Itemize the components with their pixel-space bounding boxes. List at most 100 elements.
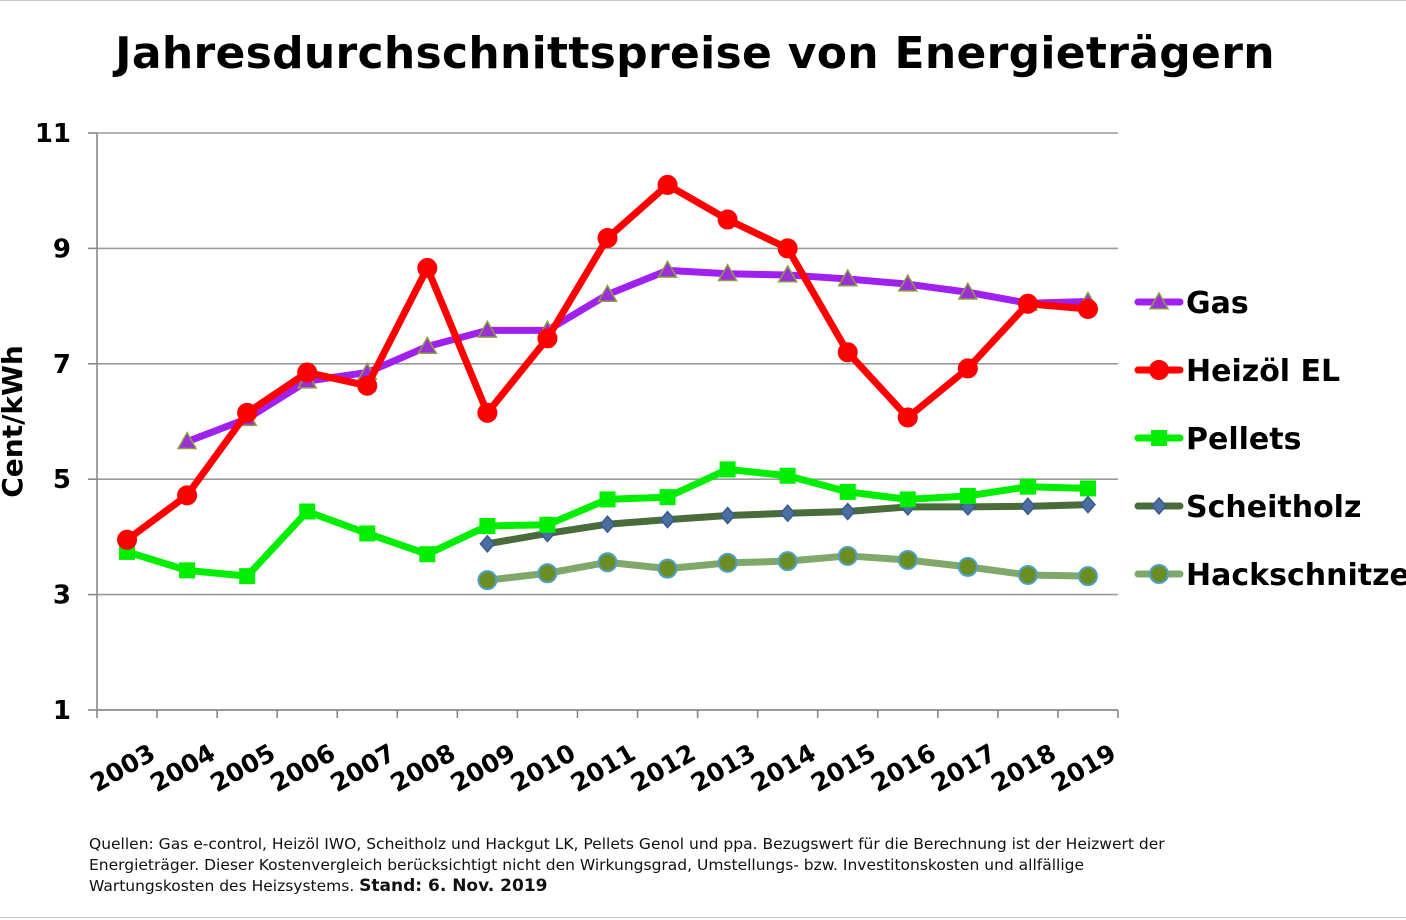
- x-tick-label-2015: 2015: [806, 738, 881, 798]
- legend-label-hackschnitzel: Hackschnitzel: [1186, 558, 1406, 593]
- data-point-hackschnitzel-2013: [717, 552, 738, 573]
- legend-label-gas: Gas: [1186, 286, 1249, 321]
- y-tick-label-9: 9: [53, 234, 71, 264]
- x-tick-label-2007: 2007: [325, 738, 400, 798]
- data-point-hackschnitzel-2011: [597, 552, 618, 573]
- legend-item-pellets: Pellets: [1134, 422, 1301, 457]
- legend-marker: [1149, 564, 1169, 584]
- series-hackschnitzel: [477, 545, 1098, 591]
- x-tick-label-2012: 2012: [626, 738, 701, 798]
- legend-marker: [1151, 430, 1167, 446]
- data-point-heiz-l-el-2007: [357, 375, 378, 396]
- data-point-pellets-2017: [959, 487, 976, 504]
- data-point-pellets-2013: [719, 461, 736, 478]
- x-tick-label-2010: 2010: [506, 738, 581, 798]
- series-gas: [176, 259, 1099, 450]
- data-point-heiz-l-el-2017: [957, 358, 978, 379]
- data-point-gas-2015: [837, 268, 859, 287]
- footnote-line-1: Quellen: Gas e-control, Heizöl IWO, Sche…: [89, 835, 1165, 853]
- data-point-scheitholz-2011: [599, 515, 616, 534]
- data-point-pellets-2005: [239, 568, 256, 585]
- data-point-hackschnitzel-2009: [477, 570, 498, 591]
- data-point-pellets-2008: [419, 546, 436, 563]
- data-point-heiz-l-el-2019: [1077, 298, 1098, 319]
- data-point-heiz-l-el-2010: [537, 328, 558, 349]
- data-point-hackschnitzel-2018: [1017, 564, 1038, 585]
- data-point-hackschnitzel-2019: [1077, 566, 1098, 587]
- data-point-gas-2013: [717, 263, 738, 282]
- y-axis-label: Cent/kWh: [0, 345, 29, 498]
- series-line-gas: [183, 266, 1092, 446]
- top-border: [0, 0, 1406, 1]
- data-point-scheitholz-2013: [719, 506, 736, 525]
- x-tick-labels: 2003200420052006200720082009201020112012…: [85, 738, 1121, 798]
- data-point-heiz-l-el-2013: [717, 209, 738, 230]
- x-tick-label-2016: 2016: [866, 738, 941, 798]
- data-point-scheitholz-2014: [779, 504, 796, 523]
- data-point-scheitholz-2015: [839, 502, 856, 521]
- footnote-line-3-start: Wartungskosten des Heizsystems.: [89, 877, 360, 895]
- data-point-scheitholz-2012: [659, 510, 676, 529]
- data-point-heiz-l-el-2004: [177, 485, 198, 506]
- data-point-gas-2011: [597, 284, 618, 303]
- x-tick-label-2011: 2011: [566, 738, 641, 798]
- data-point-gas-2009: [477, 319, 498, 338]
- data-point-pellets-2016: [899, 491, 916, 508]
- data-point-heiz-l-el-2014: [777, 238, 798, 259]
- data-point-scheitholz-2009: [479, 534, 496, 553]
- data-point-pellets-2019: [1079, 480, 1096, 497]
- x-tick-label-2019: 2019: [1046, 738, 1121, 798]
- series-heiz-l-el: [117, 174, 1098, 550]
- y-tick-label-3: 3: [53, 581, 71, 611]
- data-point-hackschnitzel-2010: [537, 563, 558, 584]
- footnote-line-2: Energieträger. Dieser Kostenvergleich be…: [89, 855, 1389, 876]
- data-point-heiz-l-el-2011: [597, 228, 618, 249]
- data-point-gas-2016: [897, 273, 919, 292]
- legend-marker: [1149, 360, 1169, 380]
- data-point-heiz-l-el-2016: [897, 407, 918, 428]
- x-tick-label-2006: 2006: [265, 738, 340, 798]
- legend: Gas Heizöl EL Pellets Scheitholz Hackschnitz…: [1134, 286, 1406, 593]
- x-tick-label-2017: 2017: [926, 738, 1001, 798]
- data-point-heiz-l-el-2018: [1017, 293, 1038, 314]
- footnote-line-2-start: Energieträger: [89, 856, 195, 874]
- legend-label-pellets: Pellets: [1186, 422, 1301, 457]
- chart-title: Jahresdurchschnittspreise von Energieträ…: [115, 28, 1275, 79]
- legend-item-gas: Gas: [1134, 286, 1249, 321]
- legend-label-heiz-l-el: Heizöl EL: [1186, 354, 1340, 389]
- data-point-scheitholz-2019: [1079, 495, 1096, 514]
- x-tick-label-2009: 2009: [446, 738, 521, 798]
- legend-item-scheitholz: Scheitholz: [1134, 490, 1361, 525]
- data-point-pellets-2010: [539, 516, 556, 533]
- data-point-pellets-2012: [659, 489, 676, 506]
- data-point-heiz-l-el-2006: [297, 362, 318, 383]
- data-point-heiz-l-el-2015: [837, 342, 858, 363]
- data-point-pellets-2015: [839, 483, 856, 500]
- data-point-gas-2004: [176, 431, 198, 450]
- data-point-scheitholz-2018: [1019, 497, 1036, 516]
- line-chart: 1 3 5 7 9 11 20032004200520062007200820092010…: [0, 119, 1406, 798]
- legend-item-heiz-l-el: Heizöl EL: [1134, 354, 1340, 389]
- legend-label-scheitholz: Scheitholz: [1186, 490, 1361, 525]
- data-point-hackschnitzel-2016: [897, 549, 918, 570]
- data-point-hackschnitzel-2014: [777, 551, 798, 572]
- data-point-gas-2012: [657, 259, 678, 278]
- data-point-pellets-2014: [779, 467, 796, 484]
- data-point-hackschnitzel-2017: [957, 556, 978, 577]
- footnote-line-3: Wartungskosten des Heizsystems. Stand: 6…: [89, 876, 1389, 897]
- y-tick-labels: 1 3 5 7 9 11: [35, 119, 71, 726]
- data-point-gas-2017: [957, 281, 979, 300]
- series-group: [117, 174, 1099, 591]
- x-tick-label-2003: 2003: [85, 738, 160, 798]
- data-point-heiz-l-el-2009: [477, 402, 498, 423]
- y-tick-label-7: 7: [53, 350, 71, 380]
- data-point-pellets-2006: [299, 503, 316, 520]
- footnote: Quellen: Gas e-control, Heizöl IWO, Sche…: [89, 834, 1389, 897]
- y-tick-label-5: 5: [53, 465, 71, 495]
- x-tick-label-2008: 2008: [386, 738, 461, 798]
- axes: [88, 132, 1119, 718]
- data-point-hackschnitzel-2012: [657, 558, 678, 579]
- x-tick-label-2014: 2014: [746, 738, 821, 798]
- data-point-pellets-2018: [1019, 478, 1036, 495]
- x-tick-label-2018: 2018: [986, 738, 1061, 798]
